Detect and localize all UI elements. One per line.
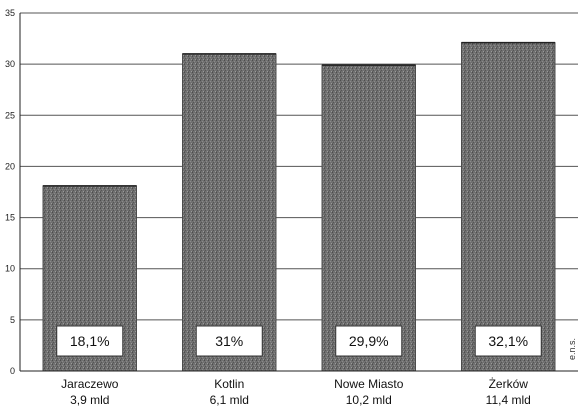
y-tick-label: 0: [10, 366, 15, 376]
y-tick-label: 20: [5, 161, 15, 171]
y-tick-label: 35: [5, 8, 15, 18]
x-category-label: Żerków: [489, 377, 529, 391]
x-category-label: Jaraczewo: [61, 377, 119, 391]
data-label-box: [195, 325, 263, 357]
y-tick-label: 25: [5, 110, 15, 120]
x-category-sublabel: 3,9 mld: [70, 393, 109, 407]
y-axis: 0 5 10 15 20 25 30 35: [5, 8, 21, 376]
bars: [42, 41, 556, 372]
x-category-sublabel: 6,1 mld: [210, 393, 249, 407]
y-tick-label: 5: [10, 315, 15, 325]
x-category-sublabel: 10,2 mld: [346, 393, 392, 407]
data-label-box: [335, 325, 403, 357]
data-label: 18,1%: [70, 333, 110, 349]
bar-kotlin: [182, 53, 277, 372]
data-label-box: [56, 325, 124, 357]
bar-żerków: [461, 42, 556, 372]
data-label-box: [474, 325, 542, 357]
side-mark: e.n.s.: [567, 338, 577, 360]
x-category-label: Nowe Miasto: [334, 377, 404, 391]
bar-nowe-miasto: [321, 64, 416, 372]
data-labels: 18,1% 31% 29,9% 32,1%: [56, 325, 542, 357]
y-tick-label: 15: [5, 213, 15, 223]
data-label: 29,9%: [349, 333, 389, 349]
x-category-sublabel: 11,4 mld: [486, 393, 531, 407]
x-axis: Jaraczewo 3,9 mld Kotlin 6,1 mld Nowe Miasto…: [20, 370, 578, 407]
x-category-label: Kotlin: [214, 377, 244, 391]
y-tick-label: 30: [5, 59, 15, 69]
y-tick-label: 10: [5, 264, 15, 274]
data-label: 32,1%: [488, 333, 528, 349]
data-label: 31%: [215, 333, 243, 349]
